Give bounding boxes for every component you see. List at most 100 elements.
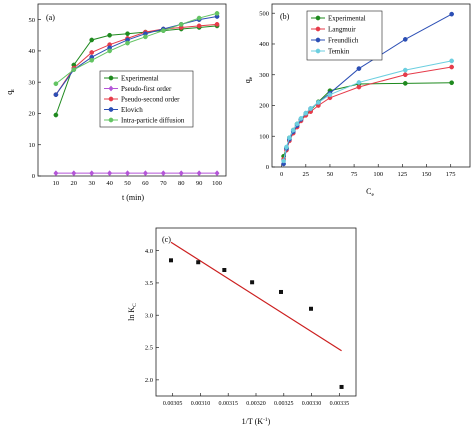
panel-b-label: (b) xyxy=(280,12,290,21)
c-data-point xyxy=(250,280,255,285)
panel-b-x-axis-title: Ce xyxy=(366,187,374,198)
c-x-tick-label: 0.00330 xyxy=(302,401,322,407)
panel-a-x-axis-title: t (min) xyxy=(122,193,144,202)
b-data-point-temkin xyxy=(308,106,313,111)
panel-b-x-axis-title-main: C xyxy=(366,187,371,196)
a-y-tick-label: 40 xyxy=(29,48,36,55)
a-y-tick-label: 20 xyxy=(29,111,36,118)
b-x-tick-label: 175 xyxy=(446,171,456,178)
panel-a-series xyxy=(53,11,220,177)
b-legend-label-temkin: Temkin xyxy=(328,48,350,56)
a-data-point-elovich xyxy=(53,92,59,98)
a-data-point-intra-particle-diffusion xyxy=(214,11,220,16)
c-data-point xyxy=(169,258,173,263)
a-x-tick-label: 100 xyxy=(212,180,222,187)
b-y-tick-label: 400 xyxy=(259,41,269,48)
b-x-tick-label: 50 xyxy=(327,171,334,178)
a-data-point-experimental xyxy=(107,32,112,38)
svg-text:ln KC: ln KC xyxy=(127,303,138,321)
a-data-point-pseudo-first-order xyxy=(196,170,202,177)
a-data-point-pseudo-first-order xyxy=(124,170,131,177)
panel-c-y-axis-title: ln KC xyxy=(127,303,138,321)
b-y-tick-label: 200 xyxy=(259,103,269,110)
c-x-tick-label: 0.00315 xyxy=(218,401,238,407)
b-x-tick-label: 75 xyxy=(351,171,358,178)
a-data-point-intra-particle-diffusion xyxy=(178,21,184,27)
panel-a-label: (a) xyxy=(46,13,55,22)
a-legend-marker-elovich xyxy=(108,107,114,112)
b-legend-label-experimental: Experimental xyxy=(328,15,366,23)
c-data-point xyxy=(279,289,283,294)
a-data-point-pseudo-first-order xyxy=(89,170,95,177)
a-legend-label-pseudo-second-order: Pseudo-second order xyxy=(121,96,180,104)
panel-c-series xyxy=(169,241,344,389)
a-data-point-pseudo-first-order xyxy=(142,170,148,177)
c-y-tick-label: 2.0 xyxy=(145,377,153,384)
b-y-tick-label: 300 xyxy=(259,72,269,79)
c-data-point xyxy=(222,268,227,272)
b-series-line-experimental xyxy=(283,82,452,157)
b-series-line-temkin xyxy=(283,60,452,161)
b-legend-label-freundlich: Freundlich xyxy=(328,37,359,45)
panel-b-y-axis-title-main: q xyxy=(243,79,252,83)
b-data-point-temkin xyxy=(316,100,321,105)
panel-c-y-axis-title-sub: C xyxy=(132,303,138,307)
a-y-tick-label: 50 xyxy=(29,17,36,24)
a-legend-marker-experimental xyxy=(108,75,114,81)
a-x-tick-label: 20 xyxy=(71,180,78,187)
c-x-tick-label: 0.00305 xyxy=(163,401,183,407)
a-data-point-pseudo-first-order xyxy=(53,170,59,177)
panel-c-x-axis-title-sup: -1 xyxy=(263,417,268,423)
b-y-tick-label: 0 xyxy=(266,164,269,171)
c-y-tick-label: 3.5 xyxy=(145,280,153,287)
panel-a-kinetics-chart: 10 20 30 40 50 60 70 80 90 100 0 10 20 30 40 50 (a) t (… xyxy=(5,3,227,202)
b-x-tick-label: 125 xyxy=(398,171,408,178)
a-data-point-experimental xyxy=(53,112,59,118)
a-data-point-intra-particle-diffusion xyxy=(125,40,130,46)
a-data-point-pseudo-first-order xyxy=(71,170,77,177)
b-data-point-freundlich xyxy=(402,37,408,42)
c-data-point xyxy=(309,306,313,311)
a-y-tick-label: 0 xyxy=(32,173,35,180)
panel-b-series xyxy=(281,11,454,167)
a-series-line-pseudo-second-order xyxy=(55,23,218,95)
b-x-tick-label: 25 xyxy=(303,171,310,178)
a-x-tick-label: 50 xyxy=(124,180,131,187)
b-legend-marker-experimental xyxy=(315,15,321,21)
panel-c-y-axis-title-main: ln K xyxy=(127,307,136,321)
c-y-tick-label: 3.0 xyxy=(145,312,153,319)
b-data-point-langmuir xyxy=(449,64,454,70)
a-legend-label-intra-particle-diffusion: Intra-particle diffusion xyxy=(121,117,185,125)
b-series-line-langmuir xyxy=(283,66,452,160)
a-x-tick-label: 70 xyxy=(160,180,167,187)
b-data-point-experimental xyxy=(402,80,408,86)
b-data-point-temkin xyxy=(287,135,292,141)
b-legend-label-langmuir: Langmuir xyxy=(328,26,356,34)
b-x-tick-label: 100 xyxy=(373,171,383,178)
b-data-point-temkin xyxy=(356,80,362,85)
panel-c-frame xyxy=(155,227,357,397)
panel-b-frame xyxy=(271,3,471,168)
a-legend-label-experimental: Experimental xyxy=(121,75,159,83)
c-data-point xyxy=(196,260,201,265)
b-data-point-temkin xyxy=(281,158,286,164)
b-data-point-langmuir xyxy=(356,84,362,90)
panel-c-label: (c) xyxy=(162,235,171,244)
a-x-tick-label: 60 xyxy=(142,180,149,187)
b-y-tick-label: 100 xyxy=(259,133,269,140)
b-data-point-temkin xyxy=(294,121,300,127)
a-data-point-intra-particle-diffusion xyxy=(143,34,148,40)
c-y-tick-label: 2.5 xyxy=(145,345,153,352)
b-data-point-freundlich xyxy=(356,66,362,71)
a-x-tick-label: 40 xyxy=(106,180,113,187)
a-series-line-experimental xyxy=(55,25,218,116)
panel-a-y-axis-title: qt xyxy=(5,89,16,95)
b-x-tick-label: 150 xyxy=(422,171,432,178)
panel-c-x-axis-title-end: ) xyxy=(268,417,271,426)
a-series-line-elovich xyxy=(55,16,218,95)
panel-b-y-axis-title: qe xyxy=(243,76,254,83)
b-data-point-temkin xyxy=(449,58,454,64)
c-y-tick-label: 4.0 xyxy=(145,248,153,255)
c-x-tick-label: 0.00310 xyxy=(191,401,211,407)
b-data-point-freundlich xyxy=(449,11,454,17)
